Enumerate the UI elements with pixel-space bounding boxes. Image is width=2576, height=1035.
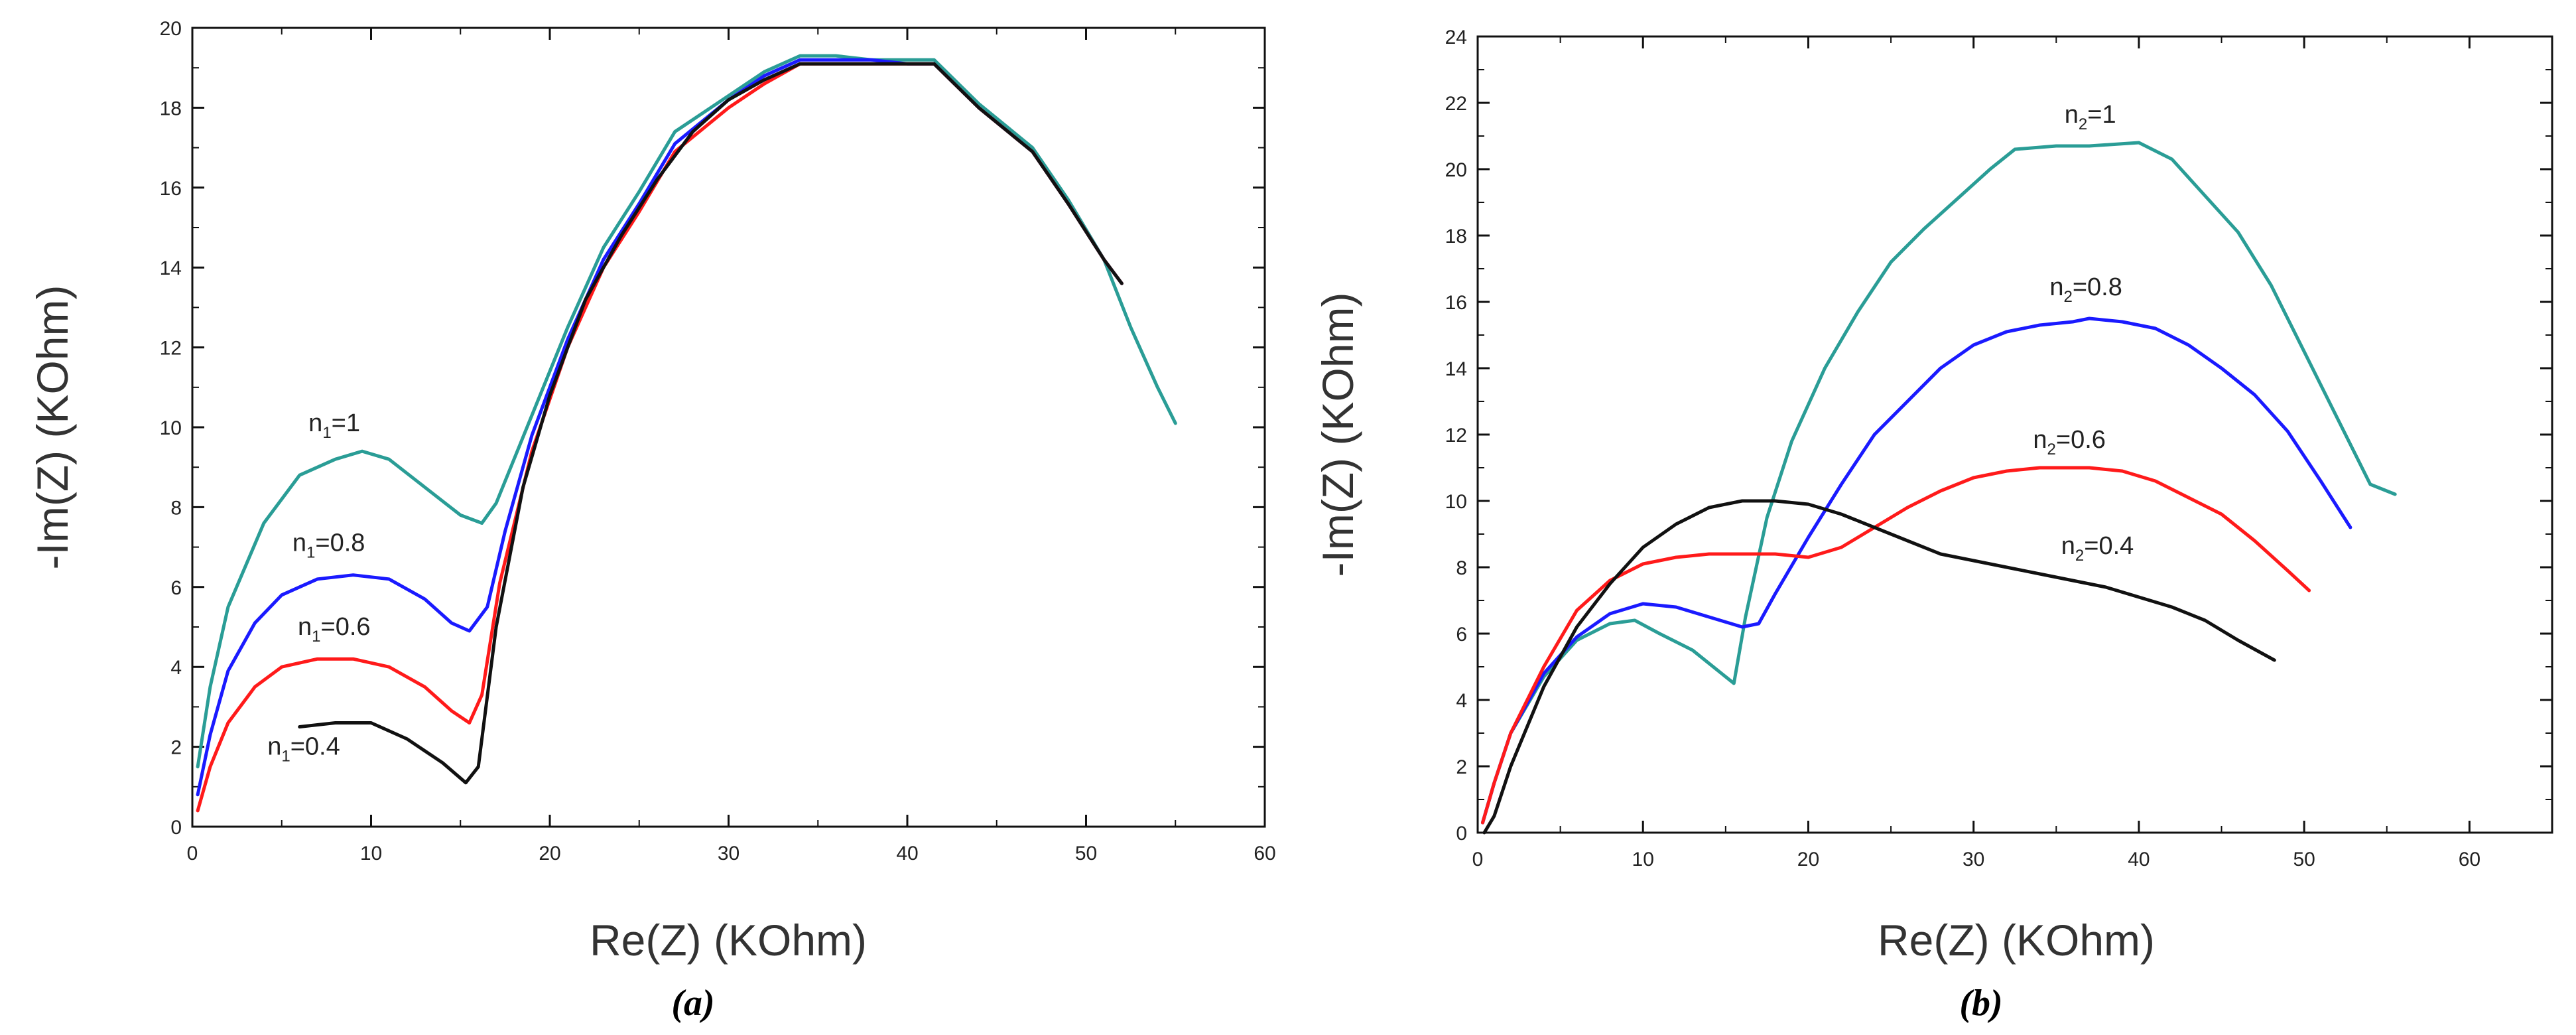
panel-b-y-tick-label: 12 — [1445, 425, 1467, 447]
panel-b-x-tick-label: 60 — [2459, 849, 2480, 870]
panel-b-y-tick-label: 22 — [1445, 93, 1467, 115]
curve-label-main: n — [2065, 101, 2079, 129]
panel-a-y-tick-label: 6 — [170, 577, 182, 599]
panel-a-y-tick-label: 2 — [170, 737, 182, 759]
panel-b-y-tick-label: 14 — [1445, 358, 1467, 380]
panel-b-plot-frame — [1476, 35, 2553, 834]
panel-b-y-tick-label: 20 — [1445, 159, 1467, 181]
curve-label-rest: =1 — [332, 409, 360, 437]
panel-a-x-tick-label: 30 — [718, 843, 740, 864]
panel-a-x-tick-label: 60 — [1254, 843, 1275, 864]
panel-a-x-axis-title: Re(Z) (KOhm) — [590, 916, 867, 965]
curve-label-rest: =0.4 — [2084, 532, 2134, 560]
panel-a-y-axis-title: -Im(Z) (KOhm) — [28, 285, 77, 570]
panel-a-curve-labels: n1=1n1=0.8n1=0.6n1=0.4 — [267, 409, 370, 766]
panel-b-x-tick-label: 40 — [2128, 849, 2150, 870]
panel-a-y-tick-label: 4 — [170, 657, 182, 679]
curve-label-subscript: 1 — [312, 628, 320, 646]
curve-label-main: n — [2049, 273, 2063, 301]
panel-b-curve-label: n2=0.8 — [2049, 273, 2122, 306]
panel-b-series — [1481, 141, 2397, 835]
curve-label-main: n — [2033, 426, 2047, 454]
panel-b-y-tick-label: 10 — [1445, 491, 1467, 513]
panel-b-curve-label: n2=1 — [2065, 101, 2116, 133]
panel-b-y-axis-title: -Im(Z) (KOhm) — [1313, 293, 1362, 577]
curve-label-main: n — [2061, 532, 2075, 560]
panel-a-grid-ticks: 0 10 20 30 40 50 60 0 2 4 6 8 10 12 14 16 18 20 — [160, 18, 1276, 864]
panel-a-y-tick-label: 10 — [160, 417, 182, 439]
curve-label-rest: =0.8 — [315, 529, 365, 557]
curve-label-subscript: 2 — [2079, 115, 2087, 133]
panel-a-y-tick-label: 8 — [170, 497, 182, 519]
panel-a-y-tick-label: 0 — [170, 817, 182, 839]
panel-b-y-tick-label: 16 — [1445, 292, 1467, 314]
panel-b-y-tick-label: 0 — [1456, 823, 1467, 845]
panel-b-series-n2-0-4 — [1482, 499, 2276, 835]
panel-b-series-n2-0-8 — [1481, 316, 2352, 825]
panel-b-x-tick-label: 10 — [1632, 849, 1654, 870]
panel-a-curve-label: n1=0.4 — [267, 733, 340, 766]
curve-label-rest: =0.4 — [290, 733, 340, 761]
curve-label-subscript: 1 — [281, 748, 290, 766]
panel-a-curve-label: n1=0.8 — [292, 529, 365, 562]
panel-b-y-tick-label: 6 — [1456, 624, 1467, 646]
panel-a-curve-label: n1=0.6 — [298, 613, 371, 646]
panel-b-series-n2-1 — [1481, 141, 2397, 825]
panel-b-x-tick-label: 0 — [1472, 849, 1484, 870]
panel-a-x-tick-label: 50 — [1075, 843, 1097, 864]
curve-label-rest: =0.8 — [2073, 273, 2122, 301]
panel-a-x-tick-label: 20 — [539, 843, 560, 864]
curve-label-main: n — [267, 733, 281, 761]
panel-b-caption: (b) — [1959, 983, 2002, 1024]
curve-label-rest: =0.6 — [321, 613, 371, 641]
curve-label-main: n — [298, 613, 312, 641]
panel-b-x-tick-label: 50 — [2293, 849, 2315, 870]
panel-a-y-tick-label: 20 — [160, 18, 182, 40]
curve-label-rest: =0.6 — [2056, 426, 2106, 454]
curve-label-subscript: 1 — [322, 424, 331, 442]
curve-label-subscript: 2 — [2075, 547, 2084, 565]
panel-b-curve-label: n2=0.4 — [2061, 532, 2134, 565]
panel-b-y-tick-label: 8 — [1456, 557, 1467, 579]
panel-b-x-tick-label: 30 — [1963, 849, 1984, 870]
panel-a-plot-frame — [191, 27, 1266, 828]
panel-a-y-tick-label: 12 — [160, 338, 182, 360]
curve-label-main: n — [308, 409, 322, 437]
panel-b-y-tick-label: 2 — [1456, 756, 1467, 778]
panel-a-y-tick-label: 14 — [160, 257, 182, 279]
panel-a-series — [196, 54, 1177, 813]
panel-a-x-tick-label: 40 — [896, 843, 918, 864]
curve-label-main: n — [292, 529, 306, 557]
panel-b-x-axis-title: Re(Z) (KOhm) — [1878, 916, 2155, 965]
panel-a-y-tick-label: 18 — [160, 98, 182, 119]
curve-label-rest: =1 — [2087, 101, 2116, 129]
panel-b-series-n2-0-6 — [1481, 466, 2311, 825]
panel-b-curve-labels: n2=1n2=0.8n2=0.6n2=0.4 — [2033, 101, 2134, 565]
panel-b-curve-label: n2=0.6 — [2033, 426, 2106, 458]
curve-label-subscript: 2 — [2063, 288, 2072, 306]
curve-label-subscript: 2 — [2047, 441, 2056, 458]
panel-b-x-tick-label: 20 — [1797, 849, 1819, 870]
panel-a-x-tick-label: 0 — [187, 843, 198, 864]
panel-a-curve-label: n1=1 — [308, 409, 360, 442]
panel-a-series-n1-0-4 — [298, 62, 1124, 785]
curve-label-subscript: 1 — [306, 544, 315, 562]
panel-a-series-n1-1 — [196, 54, 1177, 769]
panel-a-x-tick-label: 10 — [360, 843, 382, 864]
panel-a-caption: (a) — [671, 983, 714, 1024]
panel-b-y-tick-label: 4 — [1456, 690, 1467, 712]
panel-b-y-tick-label: 18 — [1445, 226, 1467, 247]
panel-b-y-tick-label: 24 — [1445, 27, 1467, 48]
panel-a-y-tick-label: 16 — [160, 178, 182, 200]
